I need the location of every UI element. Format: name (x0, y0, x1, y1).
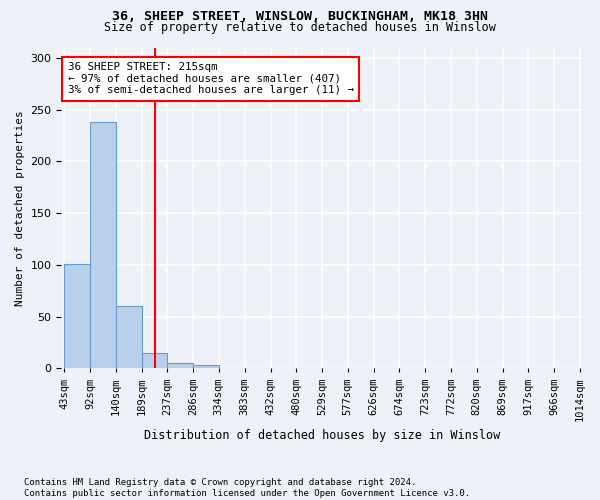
Y-axis label: Number of detached properties: Number of detached properties (15, 110, 25, 306)
Text: Size of property relative to detached houses in Winslow: Size of property relative to detached ho… (104, 21, 496, 34)
Text: 36 SHEEP STREET: 215sqm
← 97% of detached houses are smaller (407)
3% of semi-de: 36 SHEEP STREET: 215sqm ← 97% of detache… (68, 62, 354, 95)
Text: 36, SHEEP STREET, WINSLOW, BUCKINGHAM, MK18 3HN: 36, SHEEP STREET, WINSLOW, BUCKINGHAM, M… (112, 10, 488, 23)
Bar (116, 306, 142, 368)
Bar (193, 366, 218, 368)
Bar (167, 363, 193, 368)
X-axis label: Distribution of detached houses by size in Winslow: Distribution of detached houses by size … (144, 430, 500, 442)
Bar (64, 264, 90, 368)
Bar (90, 122, 116, 368)
Bar (142, 353, 167, 368)
Text: Contains HM Land Registry data © Crown copyright and database right 2024.
Contai: Contains HM Land Registry data © Crown c… (24, 478, 470, 498)
